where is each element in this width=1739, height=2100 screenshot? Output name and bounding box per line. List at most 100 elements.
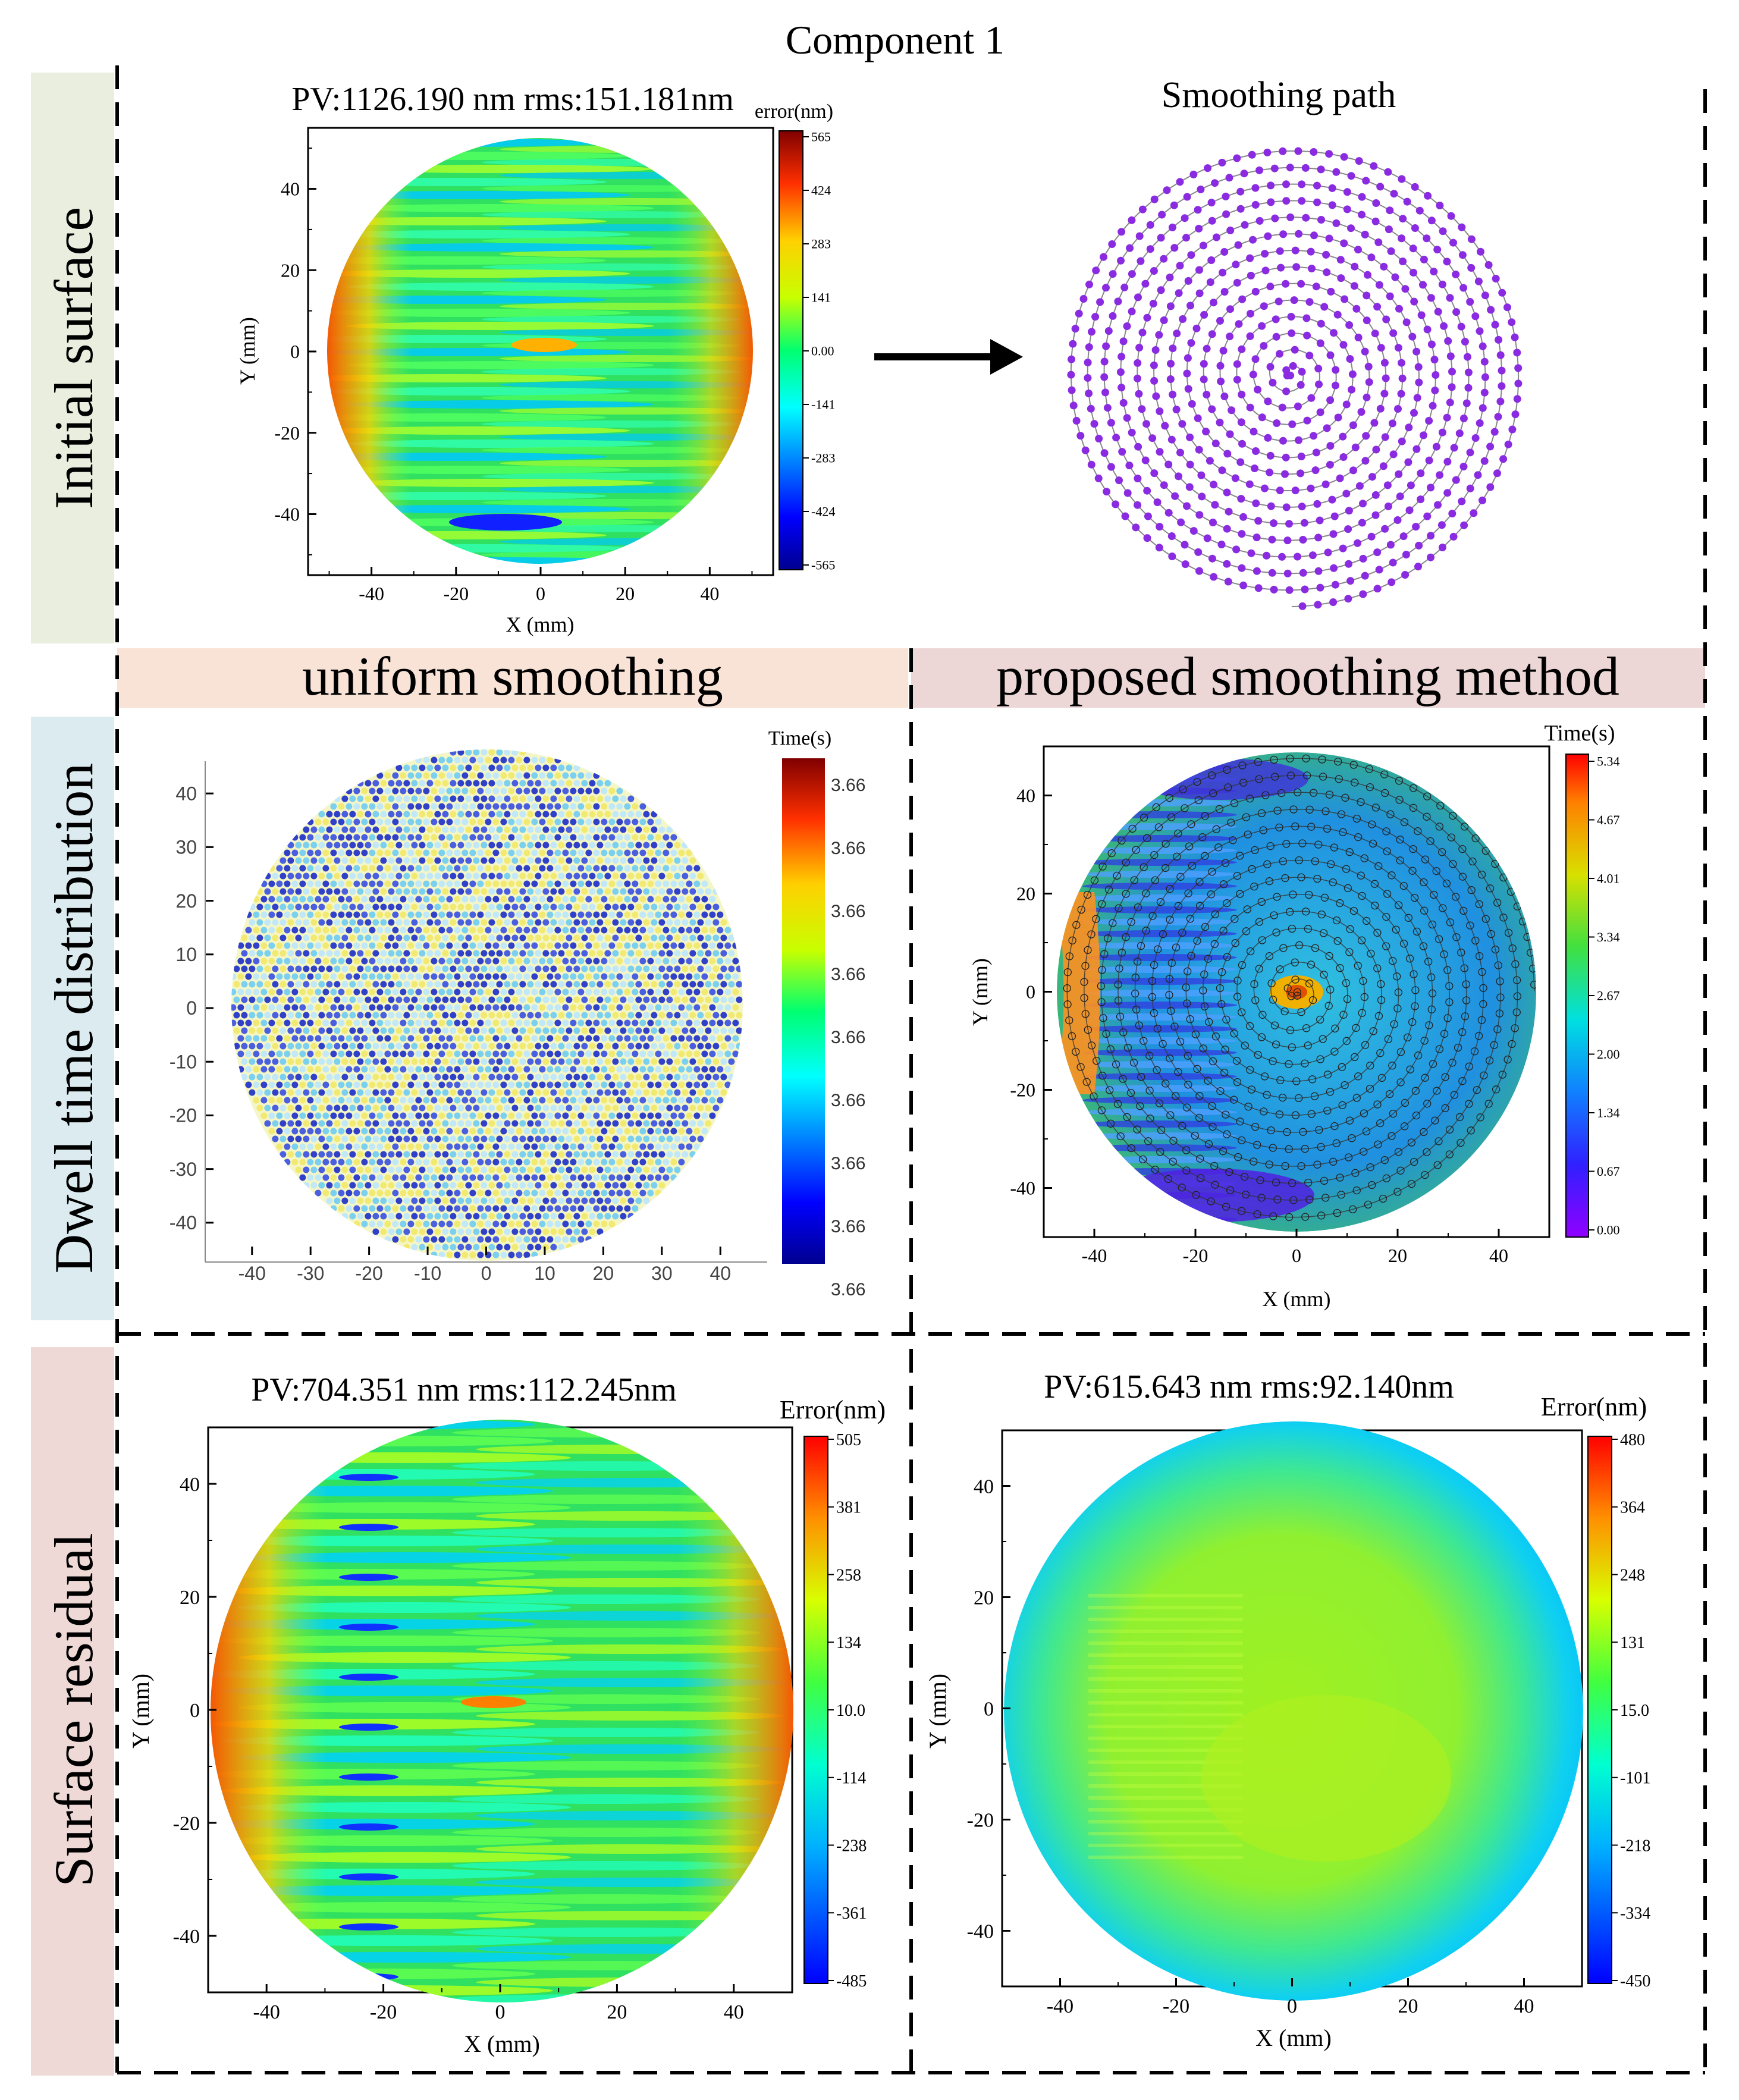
y-tick-label: 10	[175, 944, 197, 965]
path-point	[1167, 532, 1176, 540]
path-point	[1375, 566, 1383, 574]
path-point	[1207, 199, 1216, 207]
path-point	[1313, 181, 1321, 190]
path-point	[1282, 387, 1291, 395]
path-point	[1444, 337, 1452, 345]
path-point	[1276, 247, 1284, 255]
path-point	[1414, 563, 1422, 571]
path-point	[1508, 425, 1517, 434]
path-point	[1398, 359, 1405, 367]
path-point	[1382, 315, 1390, 324]
path-point	[1178, 420, 1186, 428]
path-point	[1464, 353, 1471, 361]
path-point	[1452, 270, 1460, 278]
path-point	[1286, 164, 1294, 172]
path-point	[1332, 219, 1341, 227]
path-point	[1371, 217, 1380, 225]
path-point	[1223, 488, 1231, 497]
path-point	[1271, 214, 1279, 222]
path-point	[1443, 258, 1451, 266]
path-point	[1208, 554, 1216, 563]
path-point	[1331, 580, 1339, 589]
path-point	[1166, 375, 1175, 383]
path-point	[1183, 369, 1191, 378]
path-point	[1108, 240, 1116, 248]
path-point	[1394, 344, 1402, 352]
path-point	[1358, 519, 1366, 527]
y-tick-label: 0	[984, 1698, 994, 1720]
path-point	[1367, 532, 1376, 541]
path-point	[1317, 165, 1325, 174]
path-point	[1358, 193, 1366, 201]
path-point	[1075, 309, 1083, 318]
path-point	[1315, 380, 1323, 388]
path-point	[1317, 216, 1325, 224]
dwell-proposed-xlabel: X (mm)	[1263, 1287, 1331, 1311]
path-point	[1449, 532, 1458, 541]
path-point	[1479, 404, 1487, 412]
chart-dwell-uniform: -40 -30 -20 -10 0 10 20 30 40 40 30 20 10 0 -10 -20 -30 -…	[169, 727, 866, 1299]
path-point	[1260, 484, 1269, 492]
y-tick-label: 40	[1016, 785, 1035, 806]
y-tick-label: -20	[967, 1809, 994, 1831]
path-point	[1266, 282, 1275, 291]
path-point	[1199, 241, 1207, 250]
path-point	[1480, 388, 1489, 397]
x-tick-label: 40	[700, 583, 719, 604]
path-point	[1224, 577, 1232, 586]
path-point	[1436, 202, 1444, 209]
path-point	[1103, 488, 1111, 496]
colorbar-tick-label: 0.00	[1597, 1223, 1620, 1238]
residual-uniform-colorbar	[803, 1436, 828, 1984]
path-point	[1316, 583, 1324, 592]
path-point	[1169, 390, 1177, 398]
path-point	[1440, 322, 1448, 330]
path-point	[1208, 216, 1216, 225]
path-point	[1410, 297, 1418, 306]
path-point	[1208, 330, 1216, 338]
path-point	[1123, 322, 1131, 330]
path-point	[1427, 294, 1435, 302]
path-point	[1238, 345, 1246, 353]
path-point	[1232, 260, 1240, 269]
path-point	[1389, 450, 1398, 459]
path-point	[1464, 368, 1473, 376]
row-label-dwell-time: Dwell time distribution	[43, 763, 104, 1274]
path-point	[1251, 184, 1260, 192]
path-point	[1363, 393, 1371, 401]
path-point	[1363, 316, 1371, 325]
path-point	[1348, 370, 1357, 378]
path-point	[1487, 306, 1495, 314]
path-point	[1496, 397, 1505, 406]
x-tick-label: 10	[534, 1263, 555, 1284]
path-point	[1249, 236, 1257, 244]
path-point	[1253, 533, 1261, 542]
path-point	[1252, 499, 1260, 507]
path-point	[1283, 569, 1292, 577]
path-point	[1307, 394, 1316, 402]
path-point	[1168, 553, 1176, 560]
path-point	[1226, 430, 1234, 438]
path-point	[1388, 419, 1396, 428]
colorbar-tick-label: 424	[811, 183, 831, 198]
x-tick-label: 20	[593, 1263, 614, 1284]
x-tick-label: 0	[1292, 1245, 1301, 1266]
y-tick-label: 30	[175, 837, 197, 858]
path-point	[1514, 364, 1523, 372]
path-point	[1203, 344, 1211, 353]
colorbar-tick-label: -450	[1620, 1972, 1650, 1991]
path-point	[1275, 297, 1283, 306]
initial-surface-xlabel: X (mm)	[506, 613, 575, 636]
colorbar-tick-label: 4.67	[1597, 812, 1620, 827]
path-point	[1361, 347, 1369, 356]
path-point	[1390, 190, 1398, 198]
colorbar-tick-label: 3.66	[831, 839, 865, 858]
path-point	[1503, 303, 1511, 312]
x-tick-label: 40	[1489, 1245, 1508, 1266]
path-point	[1238, 295, 1247, 303]
path-point	[1355, 157, 1363, 165]
path-point	[1373, 585, 1382, 593]
path-point	[1251, 355, 1260, 363]
path-point	[1117, 256, 1125, 265]
